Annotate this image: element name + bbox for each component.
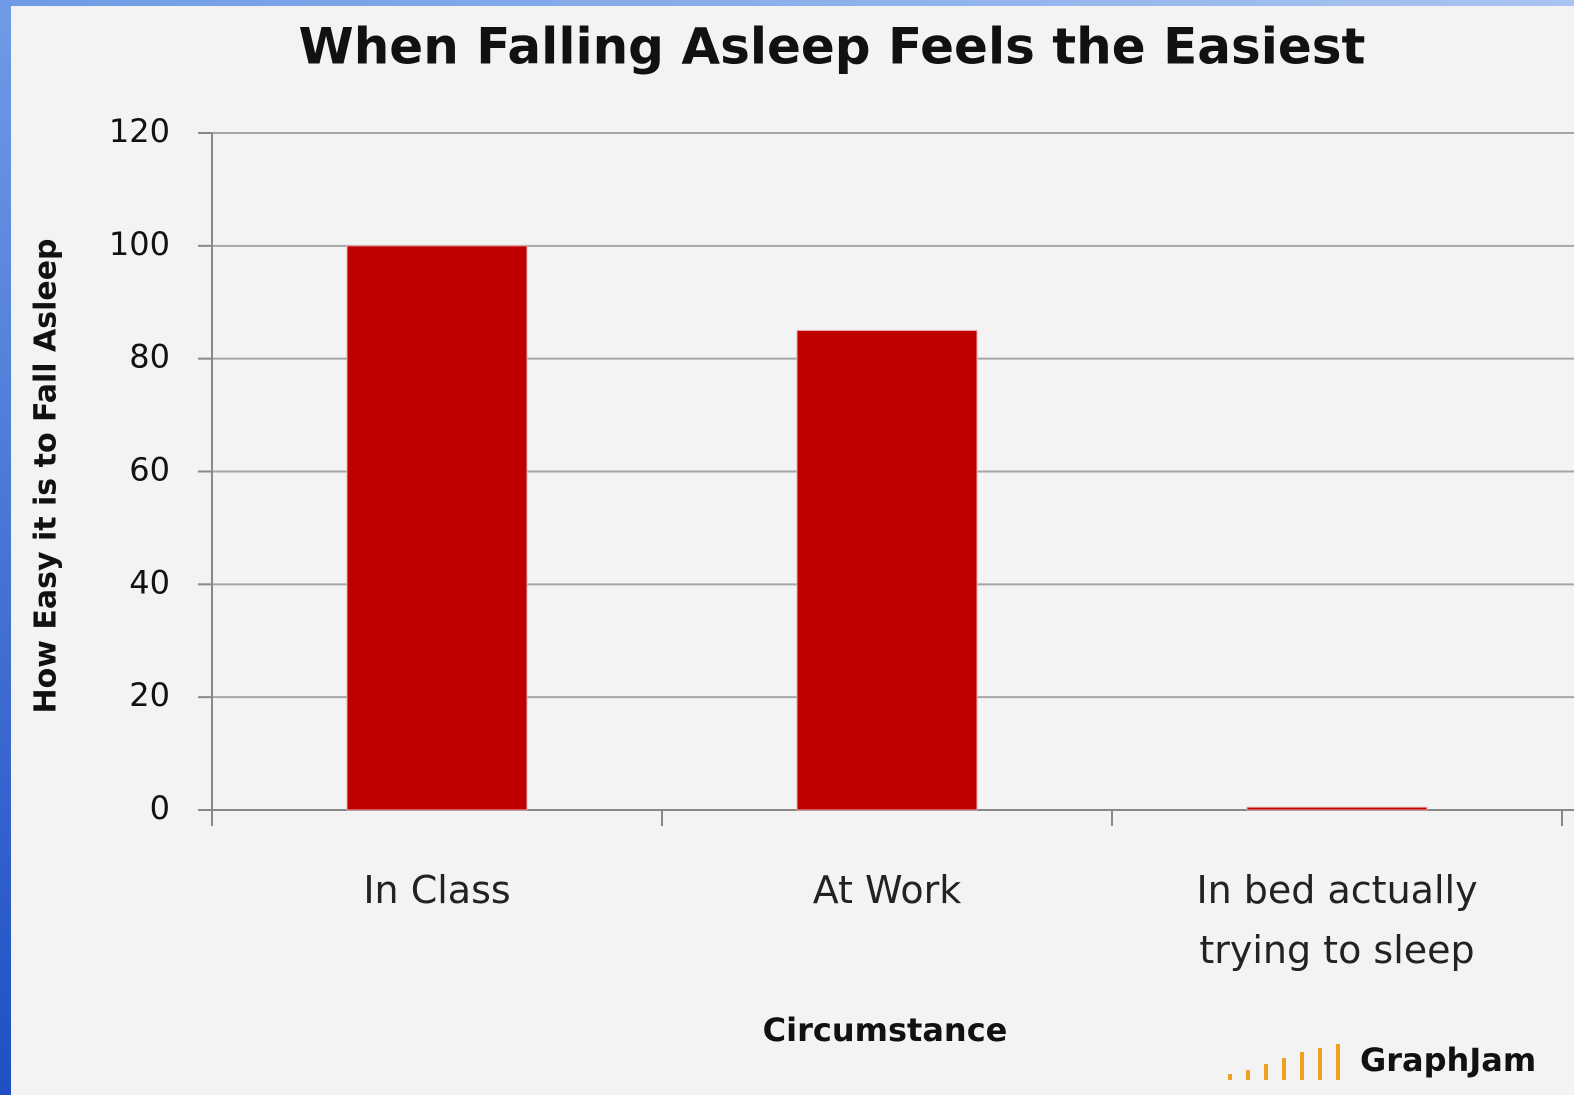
y-tick-label: 0 — [150, 789, 170, 827]
x-tick-label: In bed actually trying to sleep — [1196, 868, 1478, 972]
bar — [1246, 806, 1428, 811]
y-tick-label: 20 — [129, 676, 170, 714]
y-tick-label: 60 — [129, 451, 170, 489]
y-tick-label: 120 — [109, 112, 170, 150]
y-tick-label: 40 — [129, 563, 170, 601]
left-border — [0, 0, 11, 1095]
bar — [346, 245, 528, 811]
x-tick-label: At Work — [812, 868, 962, 912]
y-axis-label: How Easy it is to Fall Asleep — [29, 238, 64, 713]
watermark-icon — [1228, 1044, 1340, 1080]
y-tick-label: 100 — [109, 225, 170, 263]
bar — [796, 329, 978, 811]
top-border — [0, 0, 1574, 6]
chart-title: When Falling Asleep Feels the Easiest — [299, 18, 1366, 76]
x-tick-label: In Class — [363, 868, 511, 912]
watermark: GraphJam — [1360, 1041, 1536, 1079]
y-tick-label: 80 — [129, 338, 170, 376]
x-axis-label: Circumstance — [763, 1011, 1008, 1049]
